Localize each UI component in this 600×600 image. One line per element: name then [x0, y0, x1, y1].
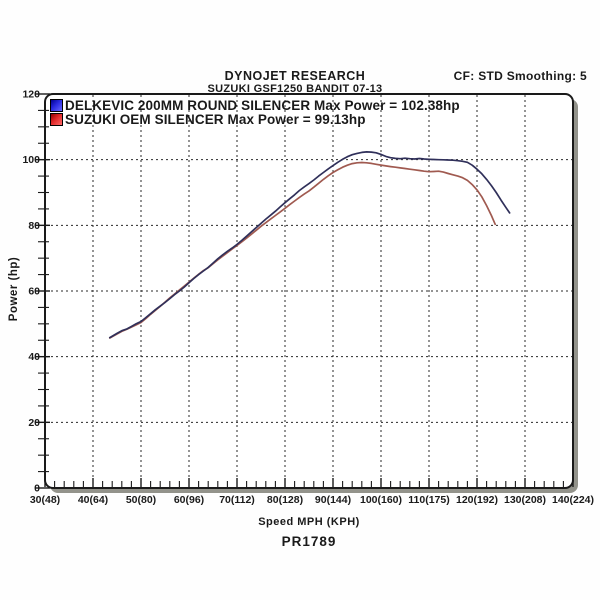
- gridlines: [46, 95, 572, 487]
- svg-text:40(64): 40(64): [78, 494, 108, 506]
- svg-text:0: 0: [34, 483, 40, 495]
- svg-text:90(144): 90(144): [315, 494, 351, 506]
- delkevic-series-swatch-icon: [50, 98, 63, 112]
- y-axis-title: Power (hp): [8, 256, 20, 322]
- axis-ticks: [35, 93, 574, 489]
- svg-text:30(48): 30(48): [30, 494, 60, 506]
- svg-text:40: 40: [28, 351, 40, 363]
- page-title: DYNOJET RESEARCH: [224, 69, 366, 83]
- svg-text:80: 80: [28, 220, 40, 232]
- plot-frame: [44, 93, 574, 489]
- x-axis-tick-labels: 30(48) 40(64) 50(80) 60(96) 70(112) 80(128) 90…: [30, 494, 594, 506]
- run-reference-number: PR1789: [281, 534, 337, 549]
- svg-text:120: 120: [22, 89, 40, 101]
- svg-text:50(80): 50(80): [126, 494, 156, 506]
- svg-text:100: 100: [22, 154, 40, 166]
- page-subtitle: SUZUKI GSF1250 BANDIT 07-13: [207, 83, 383, 95]
- svg-text:80(128): 80(128): [267, 494, 303, 506]
- legend: DELKEVIC 200MM ROUND SILENCER Max Power …: [50, 97, 460, 127]
- svg-text:70(112): 70(112): [219, 494, 255, 506]
- svg-text:130(208): 130(208): [504, 494, 546, 506]
- suzuki-oem-series-swatch-icon: [50, 112, 63, 126]
- legend-label-suzuki-oem: SUZUKI OEM SILENCER Max Power = 99.13hp: [65, 111, 366, 127]
- svg-text:110(175): 110(175): [408, 494, 449, 506]
- svg-text:100(160): 100(160): [360, 494, 402, 506]
- y-axis-tick-labels: 0 20 40 60 80 100 120: [22, 89, 40, 495]
- correction-smoothing-label: CF: STD Smoothing: 5: [453, 69, 587, 83]
- svg-text:60: 60: [28, 286, 40, 298]
- svg-text:20: 20: [28, 417, 40, 429]
- legend-item-suzuki-oem: SUZUKI OEM SILENCER Max Power = 99.13hp: [50, 111, 460, 127]
- svg-text:60(96): 60(96): [174, 494, 204, 506]
- power-curves: [108, 151, 511, 339]
- svg-text:120(192): 120(192): [456, 494, 498, 506]
- legend-label-delkevic: DELKEVIC 200MM ROUND SILENCER Max Power …: [65, 97, 460, 113]
- svg-text:140(224): 140(224): [552, 494, 594, 506]
- x-axis-title: Speed MPH (KPH): [258, 516, 360, 528]
- legend-item-delkevic: DELKEVIC 200MM ROUND SILENCER Max Power …: [50, 97, 460, 113]
